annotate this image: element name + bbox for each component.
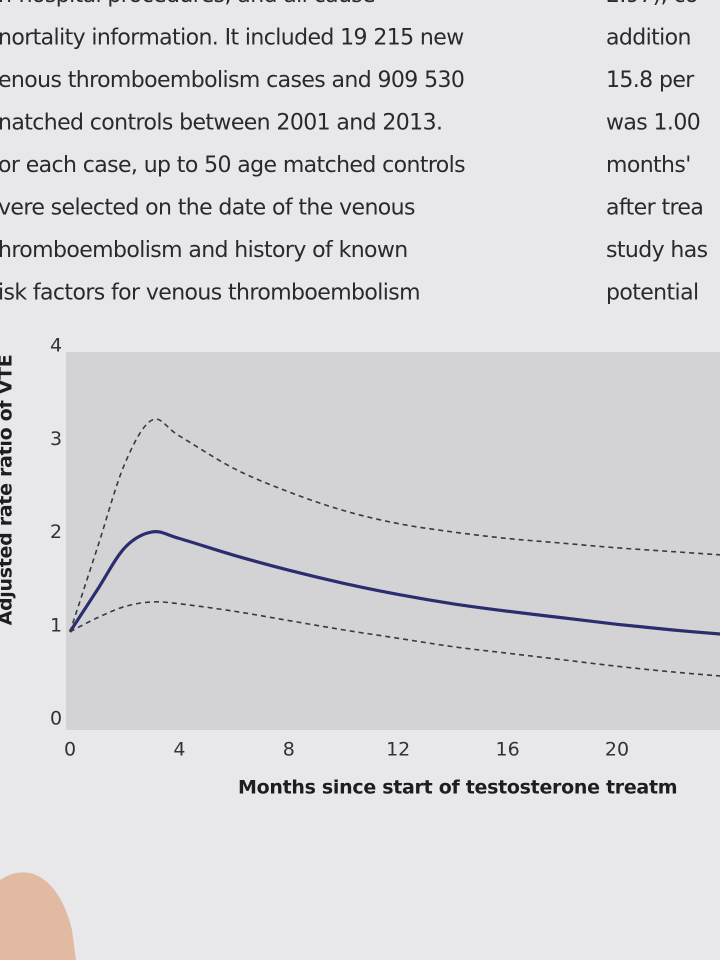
confidence-line — [69, 600, 720, 677]
body-text-line: isk factors for venous thromboembolism — [0, 281, 420, 306]
body-text-line: study has — [606, 238, 708, 263]
x-tick-label: 8 — [283, 739, 295, 761]
x-tick-label: 16 — [496, 739, 520, 761]
x-tick-label: 0 — [64, 739, 76, 761]
body-text-line: enous thromboembolism cases and 909 530 — [0, 68, 464, 93]
estimate-line — [68, 530, 720, 636]
body-text-line: 2.97), co — [606, 0, 698, 8]
body-text-line: n-hospital procedures, and all cause — [0, 0, 375, 8]
y-tick-label: 3 — [50, 428, 62, 450]
y-tick-label: 0 — [50, 708, 62, 730]
body-text-line: after trea — [606, 196, 703, 221]
body-text-line: 15.8 per — [606, 68, 695, 93]
x-tick-label: 12 — [386, 739, 410, 761]
body-text-line: natched controls between 2001 and 2013. — [0, 111, 442, 136]
y-tick-label: 4 — [50, 335, 62, 357]
body-text-line: vere selected on the date of the venous — [0, 196, 415, 221]
body-text-line: months' — [606, 153, 691, 178]
x-tick-label: 20 — [605, 739, 629, 761]
body-text-line: hromboembolism and history of known — [0, 238, 408, 263]
body-text-line: or each case, up to 50 age matched contr… — [0, 153, 465, 178]
x-axis-title: Months since start of testosterone treat… — [238, 777, 677, 799]
plot-area — [66, 352, 720, 730]
y-tick-label: 1 — [50, 614, 62, 636]
y-tick-label: 2 — [50, 521, 62, 543]
body-text-line: nortality information. It included 19 21… — [0, 26, 464, 51]
y-axis-title: Adjusted rate ratio of VTE — [0, 355, 17, 626]
body-text-line: addition — [606, 26, 691, 51]
body-text-line: was 1.00 — [606, 111, 700, 136]
x-tick-label: 4 — [173, 739, 185, 761]
thumb — [0, 872, 76, 960]
confidence-line — [69, 418, 720, 632]
body-text-line: potential — [606, 281, 698, 306]
